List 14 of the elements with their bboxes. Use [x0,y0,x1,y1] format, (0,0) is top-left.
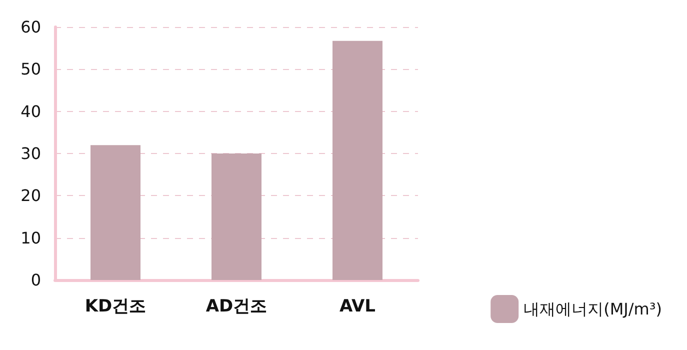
y-tick-label: 40 [20,102,41,121]
bar [332,40,382,280]
x-tick-label: AD건조 [206,296,268,316]
y-tick-label: 30 [20,144,41,163]
x-tick-label: AVL [340,296,376,316]
y-tick-label: 60 [20,18,41,36]
bar [212,154,262,280]
bar [90,145,140,280]
y-tick-label: 50 [20,60,41,79]
y-tick-label: 0 [30,270,41,290]
y-tick-label: 20 [20,186,41,206]
y-tick-label: 10 [20,228,41,248]
x-tick-label: KD건조 [84,296,146,316]
legend-label: 내재에너지(MJ/m³) [524,300,662,318]
